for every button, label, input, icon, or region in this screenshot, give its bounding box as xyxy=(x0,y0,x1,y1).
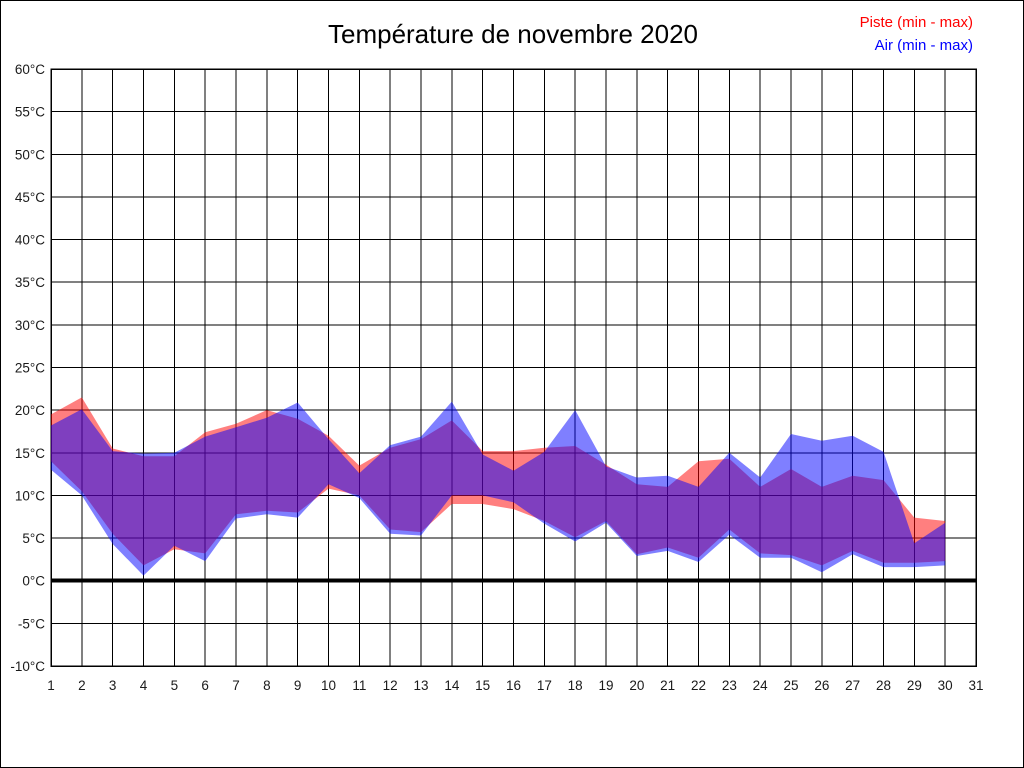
x-tick-label: 26 xyxy=(814,678,829,693)
x-tick-label: 8 xyxy=(263,678,271,693)
x-tick-label: 16 xyxy=(506,678,521,693)
x-tick-label: 14 xyxy=(444,678,460,693)
y-tick-label: -5°C xyxy=(18,616,45,631)
x-tick-label: 13 xyxy=(413,678,428,693)
chart-title: Température de novembre 2020 xyxy=(327,19,698,49)
x-tick-label: 20 xyxy=(629,678,644,693)
x-tick-label: 27 xyxy=(845,678,860,693)
y-tick-label: 15°C xyxy=(15,446,45,461)
legend-item-air: Air (min - max) xyxy=(874,37,973,54)
y-tick-label: 20°C xyxy=(15,403,45,418)
y-tick-label: 40°C xyxy=(15,233,45,248)
x-tick-label: 6 xyxy=(201,678,209,693)
x-tick-label: 15 xyxy=(475,678,490,693)
x-tick-label: 31 xyxy=(968,678,983,693)
legend-item-piste: Piste (min - max) xyxy=(859,14,973,31)
x-tick-label: 22 xyxy=(691,678,706,693)
x-tick-label: 30 xyxy=(938,678,953,693)
plot-border xyxy=(50,68,977,667)
x-tick-label: 1 xyxy=(47,678,55,693)
x-tick-label: 24 xyxy=(753,678,769,693)
x-tick-label: 9 xyxy=(294,678,302,693)
y-tick-label: 35°C xyxy=(15,275,45,290)
y-tick-label: 60°C xyxy=(15,62,45,77)
x-tick-label: 23 xyxy=(722,678,737,693)
x-tick-label: 12 xyxy=(383,678,398,693)
x-tick-label: 11 xyxy=(352,678,366,693)
x-tick-label: 5 xyxy=(171,678,179,693)
y-tick-label: 25°C xyxy=(15,361,45,376)
x-tick-label: 17 xyxy=(537,678,552,693)
air-band xyxy=(51,401,946,576)
y-tick-label: 0°C xyxy=(22,574,45,589)
x-tick-label: 4 xyxy=(140,678,148,693)
x-tick-label: 10 xyxy=(321,678,336,693)
x-tick-label: 7 xyxy=(232,678,240,693)
x-tick-label: 18 xyxy=(568,678,583,693)
x-tick-label: 25 xyxy=(783,678,798,693)
x-tick-label: 19 xyxy=(598,678,613,693)
y-tick-label: 45°C xyxy=(15,190,45,205)
y-tick-label: 30°C xyxy=(15,318,45,333)
y-tick-label: 10°C xyxy=(15,488,45,503)
y-tick-label: 50°C xyxy=(15,147,45,162)
y-tick-label: -10°C xyxy=(10,659,45,674)
x-tick-label: 3 xyxy=(109,678,117,693)
x-tick-label: 2 xyxy=(78,678,86,693)
x-tick-label: 29 xyxy=(907,678,922,693)
x-tick-label: 21 xyxy=(660,678,675,693)
x-tick-label: 28 xyxy=(876,678,891,693)
y-tick-label: 55°C xyxy=(15,105,45,120)
legend: Piste (min - max) Air (min - max) xyxy=(860,11,973,57)
y-tick-label: 5°C xyxy=(22,531,45,546)
